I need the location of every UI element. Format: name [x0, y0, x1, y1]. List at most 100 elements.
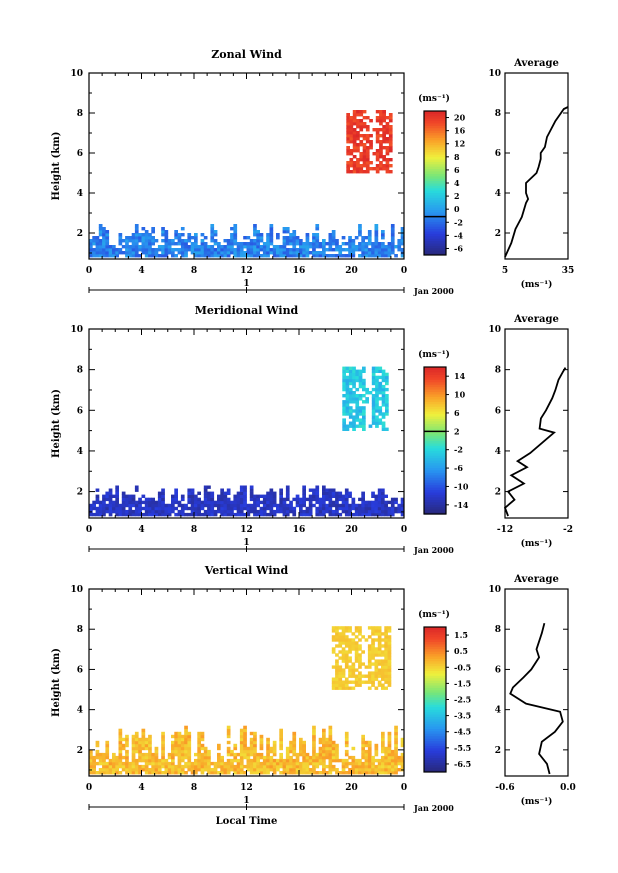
heatmap-cell [341, 659, 346, 663]
heatmap-cell [151, 512, 155, 517]
heatmap-cell [325, 771, 329, 775]
heatmap-cell [312, 233, 316, 237]
profile-y-tick-label: 6 [495, 406, 501, 416]
colorbar-swatch [424, 670, 446, 674]
heatmap-cell [335, 653, 339, 657]
heatmap-cell [292, 233, 297, 237]
x-tick-label: 16 [293, 266, 306, 276]
heatmap-cell [394, 254, 398, 258]
heatmap-cell [92, 761, 96, 766]
heatmap-cell [356, 131, 360, 135]
heatmap-cell [384, 653, 388, 657]
heatmap-cell [371, 656, 375, 660]
colorbar-swatch [424, 178, 446, 182]
heatmap-cell [299, 497, 303, 502]
heatmap-cell [388, 131, 393, 135]
heatmap-cell [223, 503, 228, 508]
heatmap-cell [151, 755, 155, 760]
heatmap-cell [161, 248, 165, 252]
heatmap-cell [364, 506, 369, 511]
heatmap-cell [325, 506, 329, 511]
heatmap-cell [134, 771, 139, 775]
heatmap-cell [312, 491, 316, 495]
heatmap-cell [328, 497, 333, 502]
colorbar-swatch [424, 487, 446, 491]
date-axis-label: Jan 2000 [413, 545, 454, 555]
heatmap-cell [352, 110, 357, 114]
heatmap-cell [105, 491, 110, 495]
heatmap-cell [112, 506, 116, 511]
heatmap-cell [276, 509, 280, 514]
heatmap-cell [338, 635, 343, 639]
heatmap-cell [125, 509, 129, 514]
colorbar-swatch [424, 247, 446, 251]
heatmap-cell [210, 230, 215, 234]
heatmap-cell [348, 387, 353, 392]
heatmap-cell [362, 170, 367, 174]
heatmap-cell [352, 137, 357, 141]
heatmap-cell [352, 131, 357, 135]
heatmap-cell [367, 239, 372, 243]
heatmap-cell [375, 381, 379, 386]
heatmap-cell [121, 506, 126, 511]
profile-title: Average [513, 58, 559, 69]
heatmap-cell [259, 740, 264, 745]
heatmap-cell [371, 394, 376, 398]
heatmap-cell [352, 409, 356, 413]
colorbar-swatch [424, 221, 446, 225]
heatmap-cell [253, 224, 257, 228]
heatmap-cell [352, 366, 356, 370]
heatmap-cell [359, 152, 364, 156]
heatmap-cell [381, 506, 385, 511]
heatmap-cell [348, 391, 353, 395]
heatmap-cell [148, 752, 152, 757]
heatmap-cell [331, 635, 336, 639]
heatmap-cell [385, 137, 390, 141]
heatmap-cell [371, 644, 375, 648]
heatmap-cell [377, 512, 382, 517]
heatmap-cell [315, 491, 320, 495]
heatmap-cell [226, 512, 231, 517]
heatmap-cell [308, 512, 313, 517]
heatmap-cell [382, 113, 386, 117]
heatmap-cell [259, 755, 264, 760]
heatmap-cell [331, 629, 336, 633]
heatmap-cell [161, 227, 165, 231]
heatmap-cell [387, 242, 392, 246]
colorbar-tick-label: -6.5 [454, 759, 471, 769]
heatmap-cell [226, 752, 231, 757]
heatmap-cell [272, 758, 277, 763]
heatmap-cell [374, 512, 379, 517]
heatmap-cell [371, 674, 375, 678]
heatmap-cell [276, 758, 280, 763]
heatmap-cell [377, 488, 382, 492]
heatmap-cell [351, 668, 356, 672]
profile-line [503, 367, 567, 517]
heatmap-cell [375, 378, 379, 383]
heatmap-cell [210, 771, 215, 775]
heatmap-cell [115, 491, 119, 495]
heatmap-cell [328, 737, 333, 742]
heatmap-cell [131, 500, 136, 505]
heatmap-cell [230, 761, 234, 766]
heatmap-cell [187, 233, 192, 237]
heatmap-cell [89, 764, 93, 769]
heatmap-cell [105, 740, 110, 745]
heatmap-cell [269, 509, 274, 514]
heatmap-cell [256, 248, 260, 252]
heatmap-cell [217, 758, 221, 763]
heatmap-cell [105, 245, 110, 249]
heatmap-cell [352, 421, 356, 425]
heatmap-cell [322, 500, 326, 505]
heatmap-cell [384, 662, 388, 666]
heatmap-cell [325, 737, 329, 742]
heatmap-cell [369, 146, 373, 150]
heatmap-cell [269, 768, 274, 772]
heatmap-cell [358, 248, 362, 252]
heatmap-cell [349, 170, 354, 174]
heatmap-cell [358, 245, 362, 249]
heatmap-cell [89, 248, 93, 252]
heatmap-cell [154, 761, 159, 766]
heatmap-cell [171, 764, 175, 769]
